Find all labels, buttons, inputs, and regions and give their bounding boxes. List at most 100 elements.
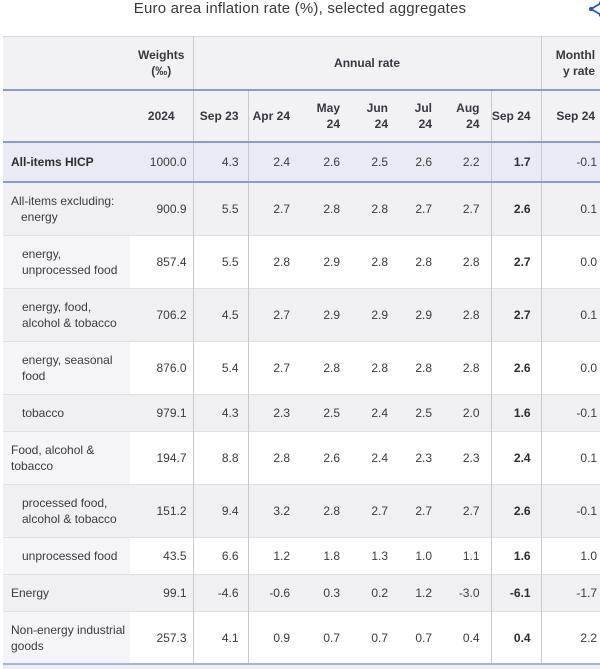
annual-sep24-cell: 1.7 [491, 141, 542, 183]
annual-sep24-cell: 0.4 [491, 611, 542, 665]
monthly-rate-cell: -0.1 [541, 484, 600, 538]
annual-jul24-cell: 2.8 [399, 341, 443, 395]
row-label: tobacco [3, 394, 130, 432]
annual-may24-cell: 2.8 [301, 341, 351, 395]
annual-may24-cell: 2.9 [301, 288, 351, 342]
annual-jun24-cell: 1.3 [351, 537, 399, 575]
table-header: Weights (‰) Annual rate Monthly rate 202… [3, 36, 600, 142]
annual-apr24-cell: 2.7 [248, 288, 301, 342]
row-label: Non-energy industrial goods [3, 611, 130, 665]
annual-jun24-cell: 2.8 [351, 341, 399, 395]
row-label: All-items excluding: energy [3, 181, 130, 236]
annual-jul24-cell: 2.7 [399, 181, 443, 236]
month-header-jul24: Jul 24 [399, 89, 443, 142]
annual-sep24-cell: 2.6 [491, 341, 542, 395]
annual-may24-cell: 0.7 [301, 611, 351, 665]
weight-cell: 979.1 [130, 394, 194, 432]
annual-jul24-cell: 2.3 [399, 431, 443, 485]
annual-may24-cell: 2.6 [301, 431, 351, 485]
annual-jun24-cell: 2.5 [351, 141, 399, 183]
annual-sep23-cell: 4.1 [193, 611, 249, 665]
weight-cell: 151.2 [130, 484, 194, 538]
annual-jun24-cell: 2.9 [351, 288, 399, 342]
annual-may24-cell: 2.5 [301, 394, 351, 432]
header-group-row: Weights (‰) Annual rate Monthly rate [3, 36, 600, 90]
annual-jun24-cell: 0.7 [351, 611, 399, 665]
title-bar: Euro area inflation rate (%), selected a… [0, 0, 600, 36]
weight-cell: 194.7 [130, 431, 194, 485]
annual-apr24-cell: 2.7 [248, 341, 301, 395]
table-row: Non-energy industrial goods 257.3 4.1 0.… [3, 611, 600, 665]
weight-cell: 257.3 [130, 611, 194, 665]
annual-apr24-cell: 1.2 [248, 537, 301, 575]
table-bottom-edge [3, 663, 600, 669]
table-row: processed food, alcohol & tobacco 151.2 … [3, 484, 600, 538]
annual-aug24-cell: 2.8 [443, 235, 492, 289]
annual-may24-cell: 0.3 [301, 574, 351, 612]
month-header-may24: May 24 [301, 89, 351, 142]
corner-cell [3, 89, 130, 142]
annual-apr24-cell: 2.8 [248, 431, 301, 485]
annual-aug24-cell: -3.0 [443, 574, 492, 612]
table-row: unprocessed food 43.5 6.6 1.2 1.8 1.3 1.… [3, 537, 600, 575]
annual-apr24-cell: 3.2 [248, 484, 301, 538]
annual-sep24-cell: 2.6 [491, 181, 542, 236]
page-title: Euro area inflation rate (%), selected a… [133, 0, 467, 17]
annual-may24-cell: 2.8 [301, 181, 351, 236]
annual-jul24-cell: 2.6 [399, 141, 443, 183]
annual-jul24-cell: 1.2 [399, 574, 443, 612]
month-header-sep23: Sep 23 [193, 89, 249, 142]
month-header-apr24: Apr 24 [248, 89, 301, 142]
annual-aug24-cell: 1.1 [443, 537, 492, 575]
weight-cell: 1000.0 [130, 141, 194, 183]
monthly-rate-cell: 0.1 [541, 181, 600, 236]
annual-jun24-cell: 2.8 [351, 235, 399, 289]
inflation-table: Weights (‰) Annual rate Monthly rate 202… [3, 36, 600, 669]
annual-apr24-cell: 0.9 [248, 611, 301, 665]
row-label: energy, seasonal food [3, 341, 130, 395]
annual-aug24-cell: 0.4 [443, 611, 492, 665]
annual-aug24-cell: 2.7 [443, 484, 492, 538]
header-period-row: 2024 Sep 23 Apr 24 May 24 Jun 24 Jul 24 … [3, 89, 600, 142]
table-row: energy, food, alcohol & tobacco 706.2 4.… [3, 288, 600, 342]
weight-cell: 99.1 [130, 574, 194, 612]
annual-sep23-cell: -4.6 [193, 574, 249, 612]
year-header: 2024 [130, 89, 194, 142]
share-icon[interactable] [586, 0, 600, 19]
monthly-rate-cell: 0.1 [541, 431, 600, 485]
annual-sep24-cell: 2.7 [491, 235, 542, 289]
annual-apr24-cell: -0.6 [248, 574, 301, 612]
share-icon-glyph [588, 1, 600, 17]
annual-rate-header: Annual rate [193, 36, 542, 90]
annual-may24-cell: 2.6 [301, 141, 351, 183]
annual-jul24-cell: 2.5 [399, 394, 443, 432]
table-row: All-items HICP 1000.0 4.3 2.4 2.6 2.5 2.… [3, 141, 600, 183]
annual-apr24-cell: 2.4 [248, 141, 301, 183]
annual-sep23-cell: 4.3 [193, 141, 249, 183]
weight-cell: 876.0 [130, 341, 194, 395]
annual-sep23-cell: 9.4 [193, 484, 249, 538]
table-row: Food, alcohol & tobacco 194.7 8.8 2.8 2.… [3, 431, 600, 485]
annual-sep24-cell: 1.6 [491, 537, 542, 575]
table-body: All-items HICP 1000.0 4.3 2.4 2.6 2.5 2.… [3, 141, 600, 669]
monthly-rate-cell: -1.7 [541, 574, 600, 612]
annual-sep23-cell: 5.5 [193, 181, 249, 236]
annual-aug24-cell: 2.3 [443, 431, 492, 485]
table-row: energy, unprocessed food 857.4 5.5 2.8 2… [3, 235, 600, 289]
annual-sep23-cell: 4.3 [193, 394, 249, 432]
annual-sep24-cell: 2.6 [491, 484, 542, 538]
annual-aug24-cell: 2.8 [443, 288, 492, 342]
month-header-jun24: Jun 24 [351, 89, 399, 142]
monthly-month-header: Sep 24 [541, 89, 600, 142]
row-label: All-items HICP [3, 141, 130, 183]
annual-jul24-cell: 2.8 [399, 235, 443, 289]
annual-sep23-cell: 5.4 [193, 341, 249, 395]
weight-cell: 900.9 [130, 181, 194, 236]
annual-apr24-cell: 2.3 [248, 394, 301, 432]
monthly-rate-cell: -0.1 [541, 141, 600, 183]
annual-may24-cell: 2.8 [301, 484, 351, 538]
annual-sep23-cell: 6.6 [193, 537, 249, 575]
annual-jun24-cell: 2.4 [351, 394, 399, 432]
monthly-rate-cell: 0.0 [541, 235, 600, 289]
